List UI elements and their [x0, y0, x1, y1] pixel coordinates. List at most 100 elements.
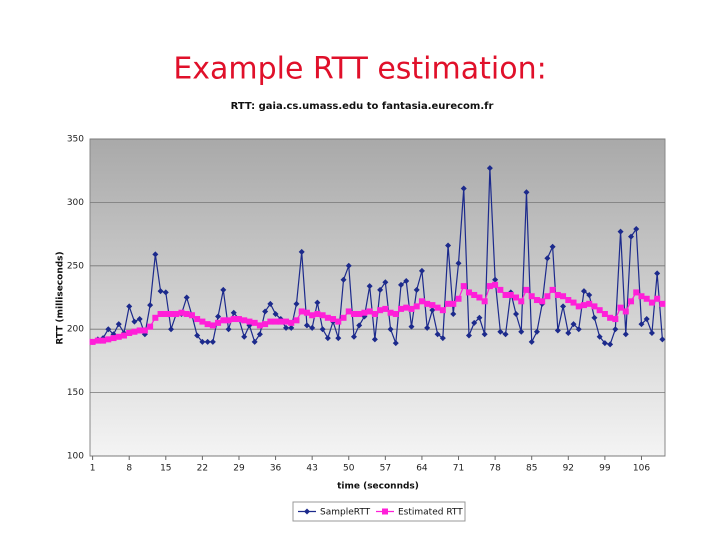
marker [429, 302, 436, 309]
y-tick-label: 200 [67, 325, 84, 335]
marker [262, 321, 269, 328]
marker [330, 316, 337, 323]
x-tick-label: 15 [160, 464, 171, 474]
marker [256, 331, 263, 338]
marker [622, 308, 629, 315]
marker [450, 300, 457, 307]
marker [659, 336, 666, 343]
y-tick-label: 350 [67, 135, 84, 145]
marker [126, 330, 133, 337]
marker [204, 338, 211, 345]
x-tick-label: 99 [599, 464, 611, 474]
marker [251, 338, 258, 345]
marker [194, 316, 201, 323]
marker [350, 333, 357, 340]
marker [439, 307, 446, 314]
marker [424, 324, 431, 331]
marker [513, 294, 520, 301]
marker [298, 308, 305, 315]
marker [628, 298, 635, 305]
marker [523, 286, 530, 293]
marker [607, 314, 614, 321]
marker [209, 338, 216, 345]
x-tick-label: 8 [126, 464, 132, 474]
marker [575, 326, 582, 333]
marker [120, 332, 127, 339]
marker [173, 310, 180, 317]
marker [267, 318, 274, 325]
marker [131, 318, 138, 325]
marker [560, 293, 567, 300]
marker [643, 295, 650, 302]
marker [654, 270, 661, 277]
marker [340, 314, 347, 321]
marker [152, 251, 159, 258]
marker [366, 308, 373, 315]
marker [131, 328, 138, 335]
marker [612, 326, 619, 333]
marker [633, 226, 640, 233]
slide-title: Example RTT estimation: [173, 52, 546, 87]
x-tick-label: 64 [416, 464, 428, 474]
marker [382, 279, 389, 286]
marker [659, 300, 666, 307]
marker [272, 310, 279, 317]
marker [539, 298, 546, 305]
x-tick-label: 50 [343, 464, 355, 474]
marker [382, 508, 388, 515]
marker [544, 255, 551, 262]
marker [309, 324, 316, 331]
marker [209, 322, 216, 329]
marker [570, 321, 577, 328]
marker [445, 300, 452, 307]
marker [445, 242, 452, 249]
legend-label: SampleRTT [320, 508, 371, 518]
marker [497, 286, 504, 293]
marker [502, 291, 509, 298]
y-tick-label: 250 [67, 261, 84, 271]
marker [110, 335, 117, 342]
marker [345, 262, 352, 269]
marker [580, 302, 587, 309]
marker [518, 328, 525, 335]
marker [115, 333, 122, 340]
marker [335, 335, 342, 342]
marker [350, 310, 357, 317]
marker [617, 304, 624, 311]
marker [648, 299, 655, 306]
marker [528, 293, 535, 300]
marker [303, 322, 310, 329]
marker [601, 310, 608, 317]
marker [194, 332, 201, 339]
marker [162, 289, 169, 296]
marker [439, 335, 446, 342]
marker [283, 324, 290, 331]
marker [303, 309, 310, 316]
marker [251, 319, 258, 326]
marker [481, 331, 488, 338]
marker [507, 291, 514, 298]
marker [304, 508, 310, 515]
x-tick-label: 36 [270, 464, 282, 474]
marker [324, 335, 331, 342]
marker [262, 308, 269, 315]
marker [335, 318, 342, 325]
marker [528, 338, 535, 345]
marker [220, 317, 227, 324]
marker [596, 333, 603, 340]
marker [136, 327, 143, 334]
marker [314, 299, 321, 306]
marker [377, 307, 384, 314]
marker [638, 321, 645, 328]
marker [199, 338, 206, 345]
x-tick-label: 106 [633, 464, 650, 474]
x-tick-label: 1 [90, 464, 96, 474]
marker [309, 312, 316, 319]
plot-area [89, 138, 666, 457]
marker [147, 323, 154, 330]
marker [403, 304, 410, 311]
marker [565, 330, 572, 337]
marker [471, 319, 478, 326]
marker [387, 309, 394, 316]
